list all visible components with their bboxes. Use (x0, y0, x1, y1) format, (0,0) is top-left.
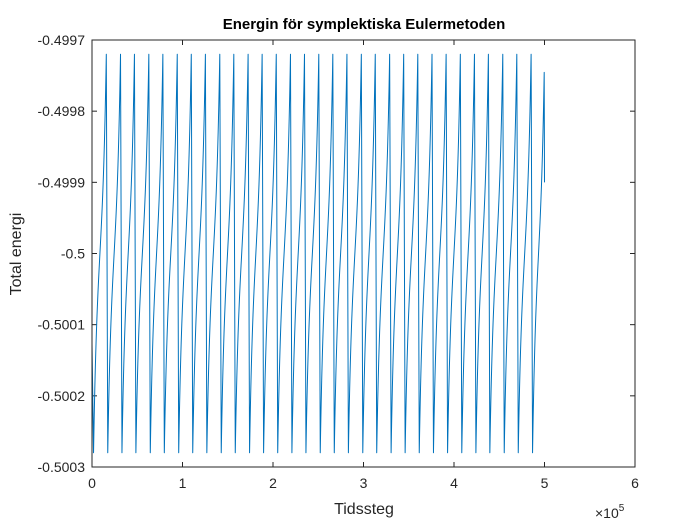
y-tick-label: -0.4997 (38, 32, 86, 48)
x-exponent-base: ×10 (595, 505, 619, 521)
y-tick-label: -0.4998 (38, 103, 86, 119)
y-tick-label: -0.4999 (38, 174, 86, 190)
energy-series-line (91, 53, 545, 454)
y-tick-label: -0.5 (61, 246, 85, 262)
x-tick-label: 4 (450, 475, 458, 491)
x-axis-label: Tidssteg (334, 501, 394, 518)
x-tick-label: 2 (269, 475, 277, 491)
y-tick-label: -0.5002 (38, 388, 86, 404)
x-tick-label: 1 (179, 475, 187, 491)
y-tick-label: -0.5003 (38, 459, 86, 475)
y-axis-label: Total energi (8, 213, 25, 296)
x-tick-label: 3 (360, 475, 368, 491)
y-tick-label: -0.5001 (38, 317, 86, 333)
plot-area-frame (91, 39, 636, 468)
series-layer (91, 53, 545, 454)
x-exponent-label: ×105 (595, 503, 625, 521)
x-tick-label: 6 (631, 475, 639, 491)
x-tick-label: 0 (88, 475, 96, 491)
x-exponent-power: 5 (619, 503, 625, 514)
x-tick-label: 5 (541, 475, 549, 491)
chart-title: Energin för symplektiska Eulermetoden (223, 16, 506, 33)
ticks-layer: 0 1 2 3 4 5 6 -0.5003 -0.5002 -0.5001 -0.5 -0.4999 -… (38, 32, 640, 491)
